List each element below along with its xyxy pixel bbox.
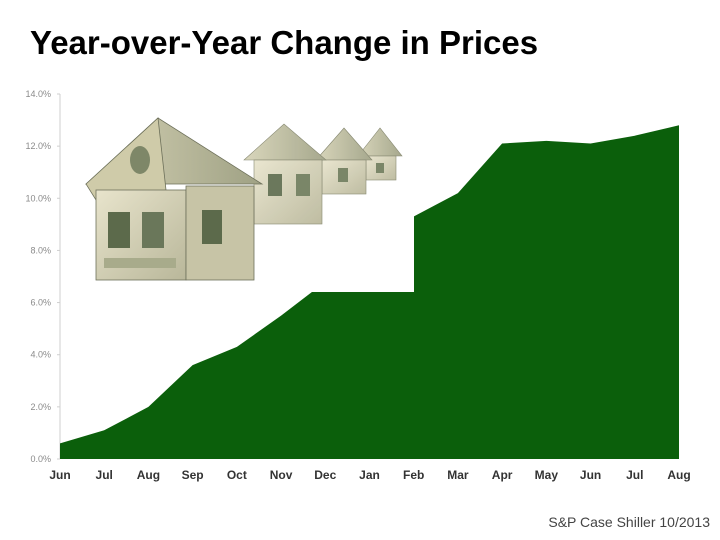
x-tick-label: Jun [49, 468, 70, 482]
x-tick-label: Feb [403, 468, 424, 482]
y-tick-label: 14.0% [25, 89, 51, 99]
area-layer [60, 125, 679, 460]
price-change-area [60, 125, 679, 460]
x-tick-label: Apr [492, 468, 513, 482]
x-tick-label: Jan [359, 468, 380, 482]
y-tick-label: 8.0% [30, 245, 51, 255]
x-tick-label: Aug [137, 468, 160, 482]
y-tick-label: 4.0% [30, 350, 51, 360]
x-tick-label: Jul [96, 468, 113, 482]
source-note: S&P Case Shiller 10/2013 [548, 514, 710, 530]
x-tick-label: Nov [270, 468, 293, 482]
x-tick-label: Jun [580, 468, 601, 482]
slide-title: Year-over-Year Change in Prices [30, 24, 539, 61]
y-axis: 0.0% 2.0% 4.0% 6.0% 8.0% 10.0% 12.0% 14.0% [25, 89, 61, 464]
x-tick-label: Mar [447, 468, 469, 482]
x-tick-label: Sep [182, 468, 204, 482]
y-tick-label: 2.0% [30, 402, 51, 412]
y-tick-label: 6.0% [30, 298, 51, 308]
x-axis: Jun Jul Aug Sep Oct Nov Dec Jan Feb Mar Apr May Jun J… [49, 468, 690, 482]
y-tick-label: 10.0% [25, 193, 51, 203]
x-tick-label: Dec [314, 468, 336, 482]
x-tick-label: Aug [667, 468, 690, 482]
y-tick-label: 12.0% [25, 141, 51, 151]
x-tick-label: Oct [227, 468, 247, 482]
x-tick-label: May [535, 468, 559, 482]
dollar-bill-houses-photo [78, 88, 414, 292]
x-tick-label: Jul [626, 468, 643, 482]
y-tick-label: 0.0% [30, 454, 51, 464]
